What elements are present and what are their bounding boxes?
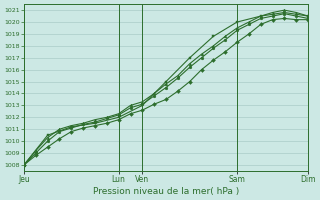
X-axis label: Pression niveau de la mer( hPa ): Pression niveau de la mer( hPa ) [93, 187, 239, 196]
